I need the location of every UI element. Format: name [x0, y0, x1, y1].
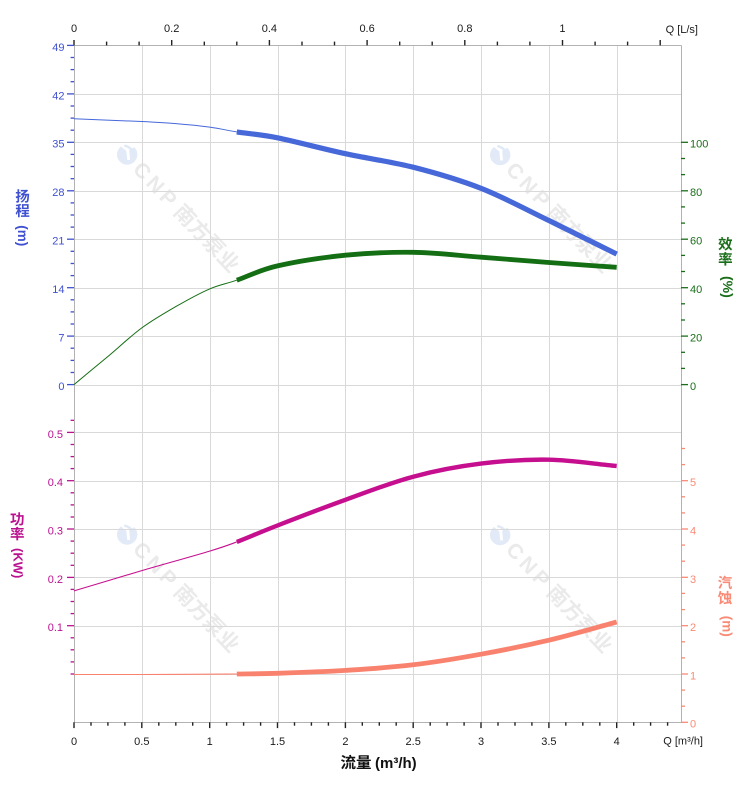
svg-text:0: 0 — [690, 381, 696, 393]
svg-text:0: 0 — [71, 23, 77, 35]
svg-text:4: 4 — [690, 525, 696, 537]
svg-text:0.5: 0.5 — [134, 736, 149, 748]
svg-text:Q [L/s]: Q [L/s] — [666, 24, 698, 36]
svg-text:(%): (%) — [720, 276, 736, 298]
svg-text:0.4: 0.4 — [48, 477, 63, 489]
svg-text:2: 2 — [690, 622, 696, 634]
svg-text:Q [m³/h]: Q [m³/h] — [663, 736, 703, 748]
svg-text:5: 5 — [690, 477, 696, 489]
svg-text:1.5: 1.5 — [270, 736, 285, 748]
svg-text:7: 7 — [58, 333, 64, 345]
svg-text:0.5: 0.5 — [48, 429, 63, 441]
svg-text:3: 3 — [690, 574, 696, 586]
svg-text:21: 21 — [52, 236, 64, 248]
svg-text:(m³/h): (m³/h) — [375, 755, 417, 772]
svg-text:(m): (m) — [15, 225, 30, 246]
svg-text:0.6: 0.6 — [359, 23, 374, 35]
svg-text:3: 3 — [478, 736, 484, 748]
svg-text:0.2: 0.2 — [48, 574, 63, 586]
svg-text:(KW): (KW) — [10, 548, 25, 578]
svg-text:0: 0 — [690, 719, 696, 731]
svg-text:2.5: 2.5 — [406, 736, 421, 748]
svg-text:80: 80 — [690, 187, 702, 199]
svg-text:0: 0 — [58, 381, 64, 393]
svg-text:28: 28 — [52, 187, 64, 199]
svg-text:60: 60 — [690, 236, 702, 248]
svg-text:3.5: 3.5 — [541, 736, 556, 748]
svg-text:49: 49 — [52, 42, 64, 54]
svg-text:0: 0 — [71, 736, 77, 748]
svg-text:40: 40 — [690, 284, 702, 296]
svg-text:0.2: 0.2 — [164, 23, 179, 35]
svg-text:1: 1 — [690, 670, 696, 682]
svg-text:14: 14 — [52, 284, 64, 296]
svg-text:(m): (m) — [719, 616, 734, 637]
svg-text:0.1: 0.1 — [48, 622, 63, 634]
svg-text:2: 2 — [342, 736, 348, 748]
svg-text:1: 1 — [207, 736, 213, 748]
svg-text:42: 42 — [52, 90, 64, 102]
svg-text:0.3: 0.3 — [48, 525, 63, 537]
svg-text:20: 20 — [690, 333, 702, 345]
svg-text:1: 1 — [559, 23, 565, 35]
svg-text:100: 100 — [690, 139, 708, 151]
svg-text:4: 4 — [614, 736, 620, 748]
svg-text:35: 35 — [52, 139, 64, 151]
svg-text:0.4: 0.4 — [262, 23, 277, 35]
svg-text:0.8: 0.8 — [457, 23, 472, 35]
